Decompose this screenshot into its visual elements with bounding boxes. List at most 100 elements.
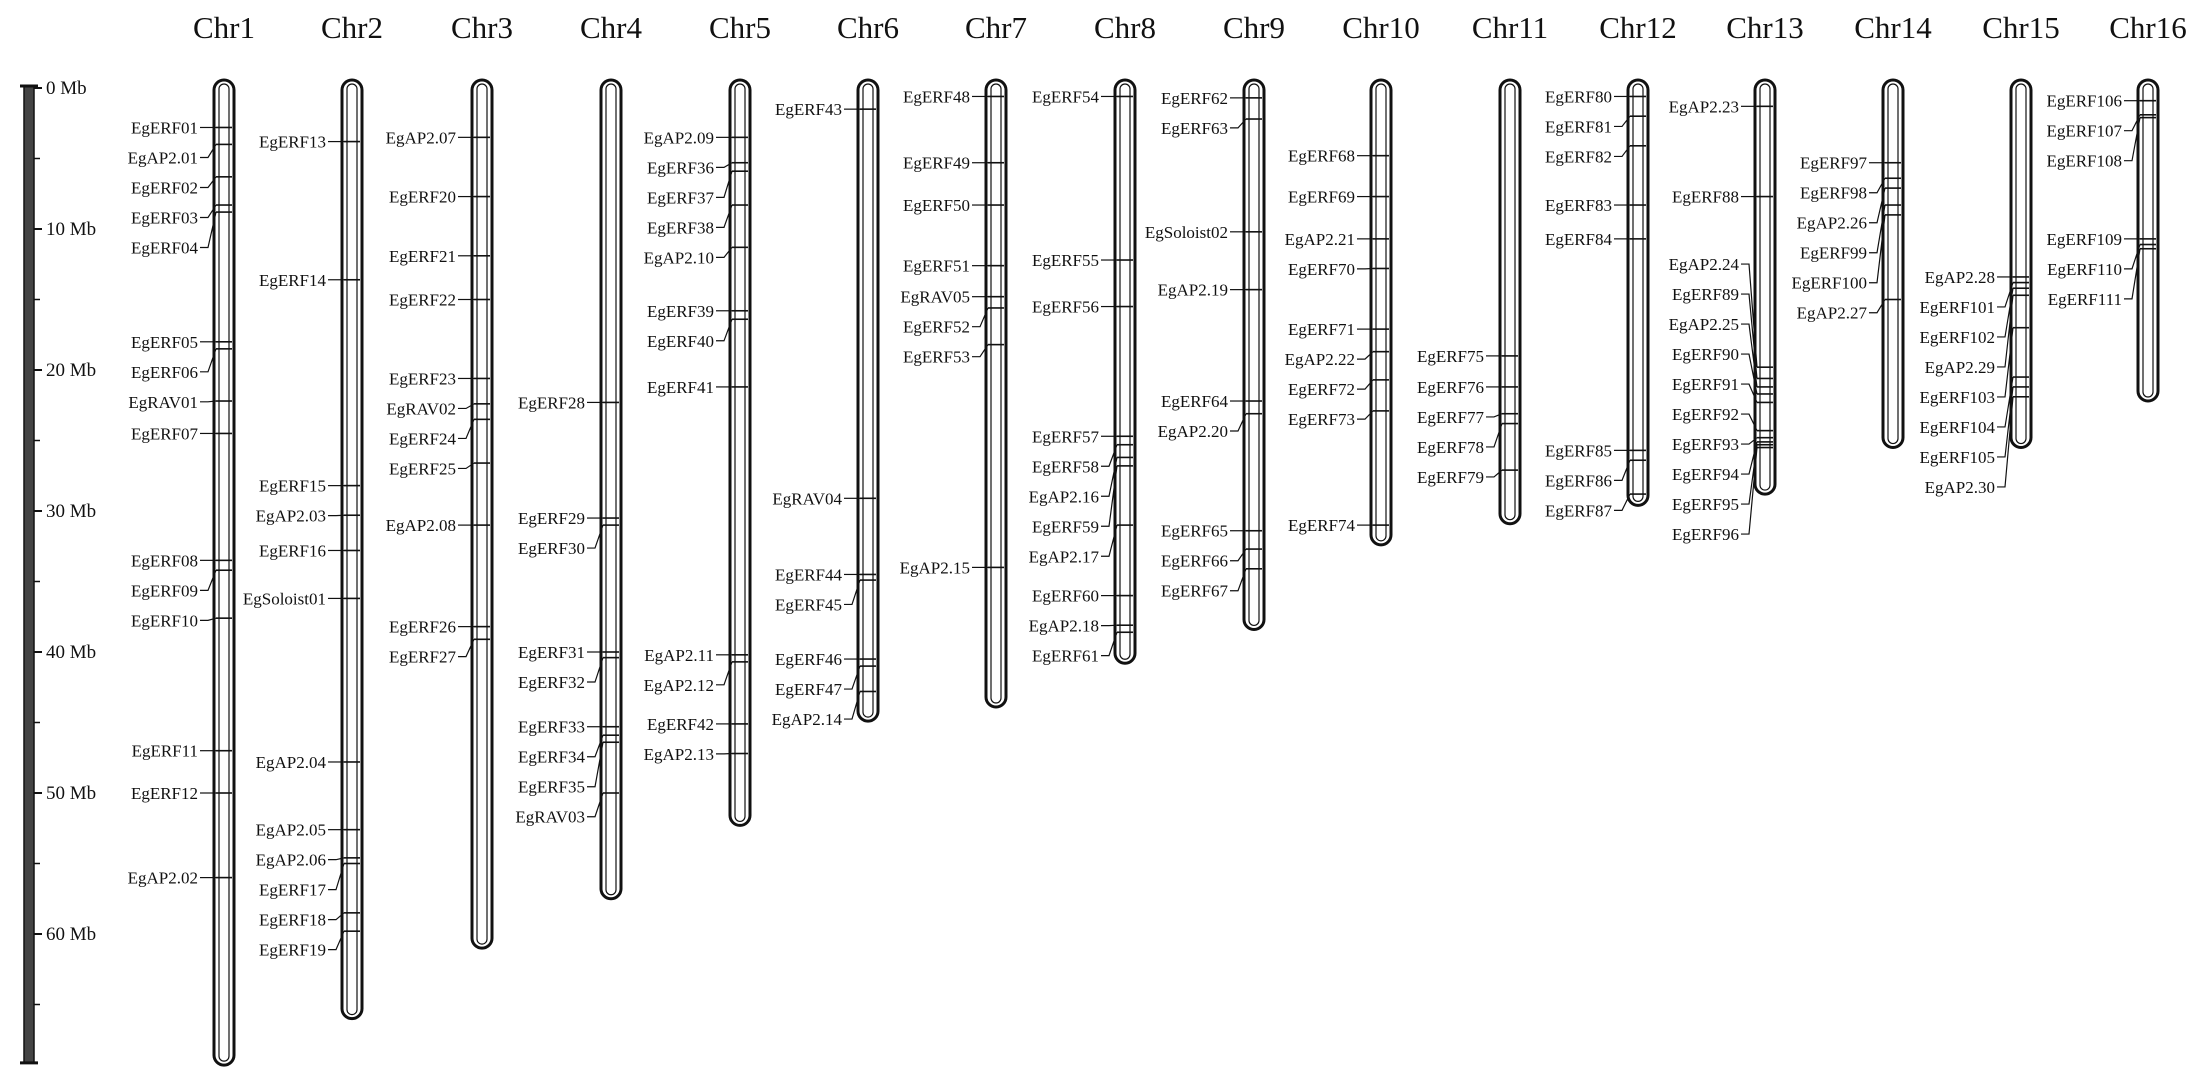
gene-label: EgERF01	[131, 118, 198, 137]
gene-connector	[1869, 204, 1886, 254]
gene-label: EgERF82	[1545, 147, 1612, 166]
gene-label: EgAP2.29	[1925, 358, 1995, 377]
chromosome-title: Chr5	[709, 10, 771, 45]
gene-label: EgERF100	[1791, 274, 1867, 293]
gene-label: EgERF50	[903, 196, 970, 215]
gene-connector	[844, 579, 861, 606]
chromosome-bar-inner	[1119, 83, 1131, 660]
gene-connector	[972, 307, 989, 328]
gene-label: EgAP2.15	[900, 558, 970, 577]
gene-label: EgERF45	[775, 595, 842, 614]
scale-tick-label: 50 Mb	[46, 783, 96, 804]
gene-connector	[716, 661, 733, 686]
gene-connector	[972, 344, 989, 358]
gene-label: EgERF93	[1672, 435, 1739, 454]
gene-label: EgRAV04	[772, 489, 842, 508]
gene-label: EgERF10	[131, 611, 198, 630]
chromosome-chr11: Chr11 EgERF75 EgERF76 EgERF77 EgERF78 EgERF79	[1417, 10, 1548, 526]
gene-label: EgERF76	[1417, 378, 1484, 397]
gene-connector	[1741, 441, 1758, 475]
scale-tick-label: 30 Mb	[46, 501, 96, 522]
scale-tick-label: 10 Mb	[46, 219, 96, 240]
gene-label: EgERF51	[903, 257, 970, 276]
gene-connector	[587, 657, 604, 683]
gene-connector	[844, 691, 861, 720]
gene-label: EgERF58	[1032, 457, 1099, 476]
gene-label: EgERF111	[2048, 290, 2122, 309]
gene-label: EgAP2.01	[128, 148, 198, 167]
chromosome-chr15: Chr15 EgAP2.28 EgERF101 EgERF102 EgAP2.29 EgE…	[1919, 10, 2059, 497]
gene-label: EgERF48	[903, 87, 970, 106]
gene-label: EgERF103	[1919, 388, 1995, 407]
gene-label: EgERF84	[1545, 230, 1613, 249]
gene-label: EgRAV03	[515, 808, 585, 827]
gene-connector	[1230, 118, 1247, 129]
gene-connector	[1997, 282, 2014, 308]
gene-connector	[1741, 353, 1758, 395]
scale-tick-label: 60 Mb	[46, 924, 96, 945]
gene-label: EgERF59	[1032, 517, 1099, 536]
gene-label: EgERF42	[647, 715, 714, 734]
gene-connector	[1101, 524, 1118, 557]
gene-label: EgERF32	[518, 673, 585, 692]
chromosome-bar	[856, 78, 880, 723]
gene-label: EgSoloist01	[243, 589, 326, 608]
gene-label: EgERF49	[903, 154, 970, 173]
chromosome-chr4: Chr4 EgERF28 EgERF29 EgERF30 EgERF31 EgERF32 E…	[515, 10, 643, 901]
gene-connector	[1614, 145, 1631, 158]
chromosome-bar	[212, 78, 236, 1067]
gene-connector	[1357, 379, 1374, 390]
chromosome-bar	[2136, 78, 2160, 403]
chromosome-title: Chr7	[965, 10, 1027, 45]
gene-connector	[328, 863, 345, 891]
gene-label: EgERF55	[1032, 251, 1099, 270]
gene-connector	[1997, 396, 2014, 488]
chromosome-bar	[599, 78, 623, 901]
gene-label: EgERF18	[259, 911, 326, 930]
gene-label: EgERF69	[1288, 188, 1355, 207]
gene-label: EgAP2.23	[1669, 97, 1739, 116]
gene-connector	[1741, 323, 1758, 387]
gene-connector	[587, 734, 604, 758]
chromosome-bar-inner	[734, 83, 746, 823]
chromosome-bar-inner	[1504, 83, 1516, 521]
chromosome-bar-inner	[2142, 83, 2154, 398]
chromosome-title: Chr4	[580, 10, 643, 45]
gene-label: EgERF108	[2046, 152, 2122, 171]
gene-label: EgAP2.19	[1158, 281, 1228, 300]
gene-label: EgERF91	[1672, 375, 1739, 394]
gene-label: EgERF13	[259, 133, 326, 152]
gene-label: EgERF23	[389, 369, 456, 388]
gene-label: EgERF67	[1161, 582, 1229, 601]
gene-label: EgRAV02	[386, 399, 456, 418]
gene-connector	[1614, 115, 1631, 128]
gene-label: EgERF90	[1672, 345, 1739, 364]
gene-connector	[1230, 548, 1247, 562]
gene-connector	[200, 211, 217, 249]
gene-label: EgAP2.02	[128, 869, 198, 888]
chromosome-chr3: Chr3 EgAP2.07 EgERF20 EgERF21 EgERF22 EgERF23…	[386, 10, 513, 950]
gene-label: EgERF29	[518, 509, 585, 528]
gene-label: EgERF74	[1288, 516, 1356, 535]
gene-label: EgERF56	[1032, 298, 1099, 317]
gene-connector	[1101, 632, 1118, 657]
chromosome-bar-inner	[862, 83, 874, 718]
gene-label: EgERF25	[389, 459, 456, 478]
gene-connector	[1614, 493, 1631, 511]
gene-label: EgERF20	[389, 188, 456, 207]
chromosome-title: Chr12	[1599, 10, 1677, 45]
chromosome-bar	[1626, 78, 1650, 507]
gene-label: EgERF46	[775, 650, 842, 669]
gene-label: EgAP2.09	[644, 128, 714, 147]
gene-connector	[1741, 263, 1758, 368]
gene-label: EgERF28	[518, 393, 585, 412]
gene-label: EgAP2.20	[1158, 422, 1228, 441]
chromosome-bar	[340, 78, 364, 1021]
gene-label: EgAP2.08	[386, 516, 456, 535]
gene-connector	[458, 419, 475, 440]
gene-label: EgERF19	[259, 941, 326, 960]
gene-label: EgERF65	[1161, 522, 1228, 541]
gene-label: EgERF38	[647, 218, 714, 237]
gene-label: EgAP2.21	[1285, 230, 1355, 249]
